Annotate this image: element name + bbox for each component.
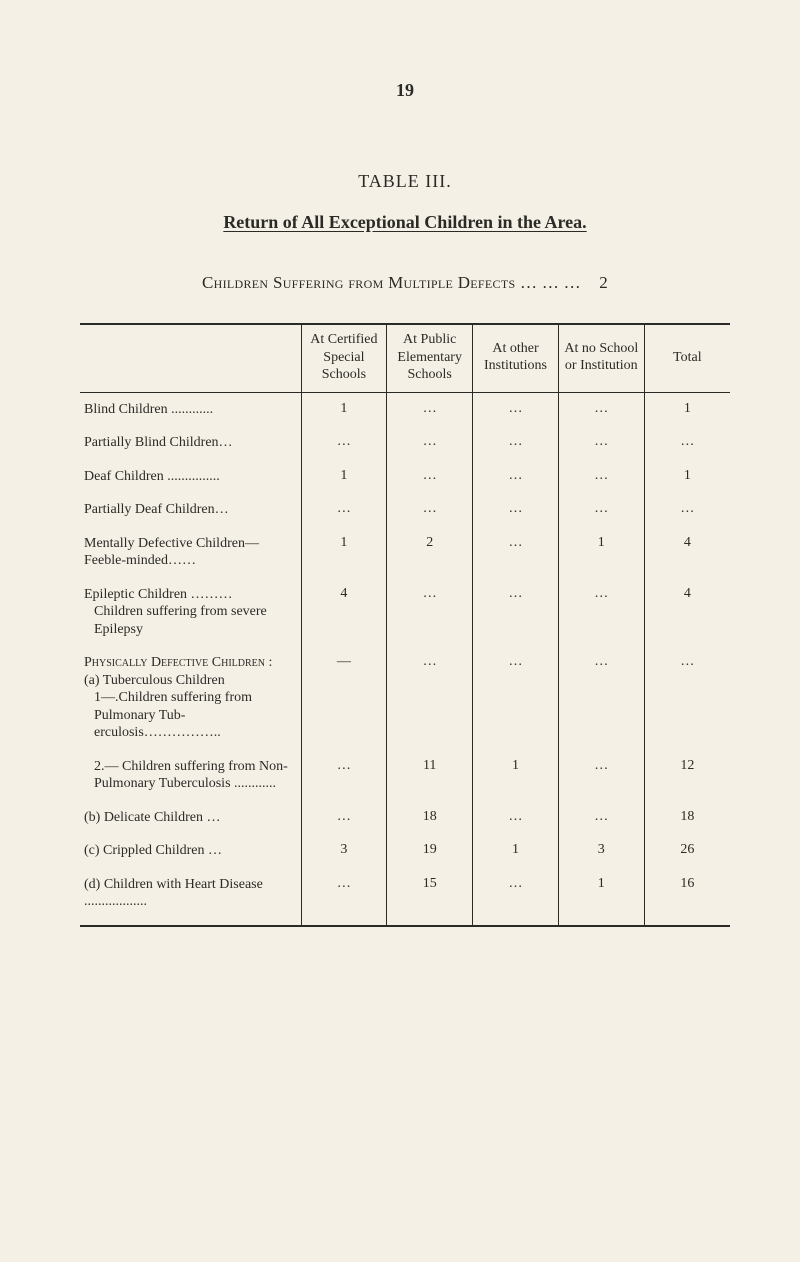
- cell: 16: [644, 868, 730, 926]
- cell: …: [644, 426, 730, 460]
- table-row: (b) Delicate Children ……18……18: [80, 801, 730, 835]
- cell: 1: [473, 750, 559, 801]
- cell: 4: [301, 578, 387, 647]
- cell: …: [558, 578, 644, 647]
- row-label: 2.— Children suffering from Non-Pulmonar…: [80, 750, 301, 801]
- cell: 3: [558, 834, 644, 868]
- row-label: (c) Crippled Children …: [80, 834, 301, 868]
- cell: 1: [644, 460, 730, 494]
- cell: …: [473, 493, 559, 527]
- cell: 18: [387, 801, 473, 835]
- cell: 4: [644, 527, 730, 578]
- row-label: Partially Blind Children…: [80, 426, 301, 460]
- cell: …: [473, 578, 559, 647]
- cell: …: [301, 801, 387, 835]
- table-row: Physically Defective Children :(a) Tuber…: [80, 646, 730, 750]
- table-row: (c) Crippled Children …3191326: [80, 834, 730, 868]
- col-header-no-school: At no School or Institu­tion: [558, 324, 644, 392]
- cell: …: [387, 392, 473, 426]
- cell: …: [558, 460, 644, 494]
- cell: …: [558, 426, 644, 460]
- subheading-dots: … … …: [520, 273, 581, 292]
- cell: …: [473, 392, 559, 426]
- col-header-label: [80, 324, 301, 392]
- cell: …: [301, 750, 387, 801]
- cell: …: [558, 493, 644, 527]
- row-label: Physically Defective Children :(a) Tuber…: [80, 646, 301, 750]
- cell: 19: [387, 834, 473, 868]
- cell: …: [558, 801, 644, 835]
- subheading-total: 2: [599, 273, 608, 292]
- defects-table: At Certified Special Schools At Public E…: [80, 323, 730, 927]
- table-row: Partially Blind Children………………: [80, 426, 730, 460]
- cell: 3: [301, 834, 387, 868]
- row-label: Epileptic Children ………Children suffering…: [80, 578, 301, 647]
- col-header-total: Total: [644, 324, 730, 392]
- cell: 11: [387, 750, 473, 801]
- subheading: Children Suffering from Multiple Defects…: [80, 273, 730, 293]
- table-row: 2.— Children suffering from Non-Pulmonar…: [80, 750, 730, 801]
- col-header-certified: At Certified Special Schools: [301, 324, 387, 392]
- cell: …: [473, 868, 559, 926]
- cell: …: [473, 426, 559, 460]
- cell: 2: [387, 527, 473, 578]
- cell: 12: [644, 750, 730, 801]
- cell: …: [387, 426, 473, 460]
- col-header-other-inst: At other Institu­tions: [473, 324, 559, 392]
- cell: 26: [644, 834, 730, 868]
- subheading-prefix: Children Suffering from Multiple Defects: [202, 273, 520, 292]
- row-label: (d) Children with Heart Disease ........…: [80, 868, 301, 926]
- cell: 1: [301, 460, 387, 494]
- cell: …: [301, 426, 387, 460]
- cell: 1: [558, 527, 644, 578]
- cell: …: [473, 527, 559, 578]
- cell: …: [301, 493, 387, 527]
- cell: …: [387, 646, 473, 750]
- cell: 1: [558, 868, 644, 926]
- cell: 18: [644, 801, 730, 835]
- cell: 1: [301, 392, 387, 426]
- row-label: (b) Delicate Children …: [80, 801, 301, 835]
- cell: 1: [644, 392, 730, 426]
- caption-text: Return of All Exceptional Children in th…: [223, 212, 586, 232]
- col-header-elementary: At Public Elemen­tary Schools: [387, 324, 473, 392]
- cell: …: [387, 578, 473, 647]
- table-row: Deaf Children ...............1………1: [80, 460, 730, 494]
- table-body: Blind Children ............1………1Partiall…: [80, 392, 730, 926]
- table-header-row: At Certified Special Schools At Public E…: [80, 324, 730, 392]
- row-label: Blind Children ............: [80, 392, 301, 426]
- cell: …: [473, 646, 559, 750]
- cell: …: [558, 392, 644, 426]
- table-row: Mentally Defective Chil­dren—Feeble-mind…: [80, 527, 730, 578]
- table-caption: Return of All Exceptional Children in th…: [80, 212, 730, 233]
- table-row: Blind Children ............1………1: [80, 392, 730, 426]
- table-row: Epileptic Children ………Children suffering…: [80, 578, 730, 647]
- cell: —: [301, 646, 387, 750]
- cell: …: [473, 801, 559, 835]
- cell: …: [473, 460, 559, 494]
- cell: …: [558, 750, 644, 801]
- table-row: Partially Deaf Children………………: [80, 493, 730, 527]
- page-number: 19: [80, 80, 730, 101]
- cell: …: [558, 646, 644, 750]
- row-label: Deaf Children ...............: [80, 460, 301, 494]
- cell: …: [301, 868, 387, 926]
- cell: 1: [473, 834, 559, 868]
- cell: …: [387, 493, 473, 527]
- row-label: Mentally Defective Chil­dren—Feeble-mind…: [80, 527, 301, 578]
- cell: …: [387, 460, 473, 494]
- cell: 15: [387, 868, 473, 926]
- cell: 1: [301, 527, 387, 578]
- table-row: (d) Children with Heart Disease ........…: [80, 868, 730, 926]
- row-label: Partially Deaf Children…: [80, 493, 301, 527]
- cell: …: [644, 493, 730, 527]
- cell: …: [644, 646, 730, 750]
- table-label: TABLE III.: [80, 171, 730, 192]
- cell: 4: [644, 578, 730, 647]
